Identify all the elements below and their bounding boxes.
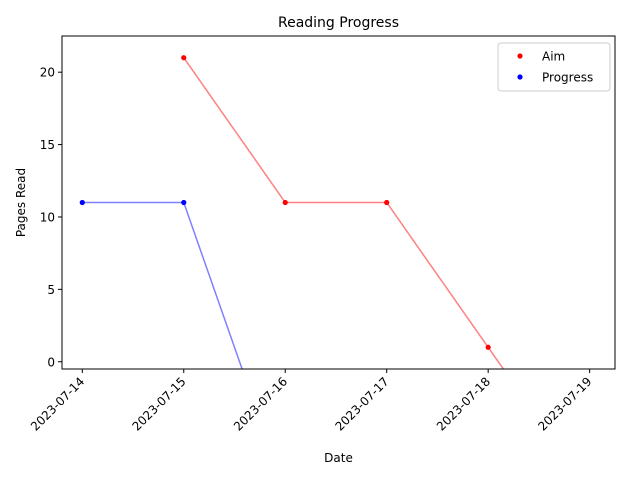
aim-data-point <box>485 344 491 350</box>
progress-series-line <box>82 201 243 369</box>
x-tick-label: 2023-07-19 <box>535 374 594 433</box>
series-layer <box>82 57 505 369</box>
progress-data-point <box>79 199 85 206</box>
x-tick-label: 2023-07-17 <box>332 374 391 433</box>
x-tick-label: 2023-07-16 <box>231 374 290 433</box>
y-tick-label: 10 <box>40 210 55 224</box>
y-axis: 0 5 10 15 20 <box>40 66 62 369</box>
progress-legend-marker <box>517 74 523 80</box>
x-axis: 2023-07-14 2023-07-15 2023-07-16 2023-07-17… <box>28 369 595 434</box>
progress-legend-label: Progress <box>542 71 593 85</box>
marker-layer <box>79 55 491 350</box>
aim-data-point <box>282 199 288 206</box>
x-tick-label: 2023-07-14 <box>28 374 87 433</box>
x-axis-label: Date <box>324 451 353 465</box>
y-tick-label: 0 <box>47 355 55 369</box>
y-tick-label: 20 <box>40 66 55 80</box>
legend-box <box>497 42 611 92</box>
chart-title: Reading Progress <box>278 15 399 31</box>
aim-legend-marker <box>517 53 523 59</box>
x-tick-label: 2023-07-18 <box>434 374 493 433</box>
y-tick-label: 5 <box>47 283 55 297</box>
x-tick-label: 2023-07-15 <box>129 374 188 433</box>
aim-data-point <box>384 199 390 206</box>
legend: Aim Progress <box>497 42 611 92</box>
y-tick-label: 15 <box>40 138 55 152</box>
progress-data-point <box>181 199 187 206</box>
aim-legend-label: Aim <box>542 50 565 64</box>
plot-frame <box>61 35 616 370</box>
y-axis-label: Pages Read <box>14 168 28 237</box>
aim-data-point <box>181 55 187 61</box>
